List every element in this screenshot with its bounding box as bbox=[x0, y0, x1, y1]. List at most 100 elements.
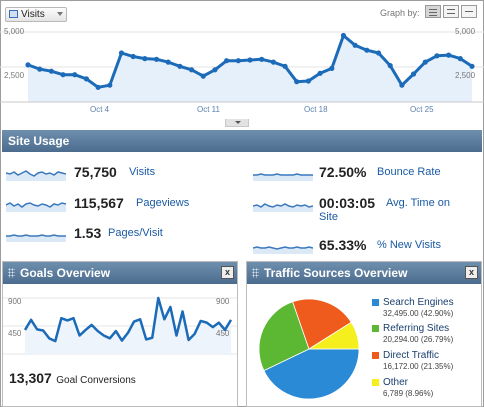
y-tick-right-mid: 2,500 bbox=[455, 71, 476, 80]
visits-point[interactable] bbox=[107, 82, 113, 88]
metric-dropdown[interactable]: Visits bbox=[5, 7, 67, 22]
visits-point[interactable] bbox=[142, 56, 148, 62]
pages-per-visit-link[interactable]: Pages/Visit bbox=[108, 227, 163, 239]
visits-point[interactable] bbox=[446, 52, 452, 58]
visits-point[interactable] bbox=[118, 50, 125, 56]
visits-point[interactable] bbox=[37, 66, 43, 72]
x-tick-label: Oct 18 bbox=[304, 105, 328, 114]
pie-slice-search-engines[interactable] bbox=[263, 348, 360, 400]
visits-point[interactable] bbox=[422, 59, 428, 65]
legend-detail: 20,294.00 (26.79%) bbox=[383, 335, 454, 344]
visits-point[interactable] bbox=[72, 72, 78, 78]
traffic-sources-panel: Traffic Sources Overview x bbox=[246, 261, 482, 407]
new-visits-stat: 65.33% % New Visits bbox=[253, 237, 482, 257]
visits-point[interactable] bbox=[153, 56, 160, 62]
visits-point[interactable] bbox=[387, 63, 393, 69]
visits-point[interactable] bbox=[212, 67, 218, 73]
close-icon[interactable]: x bbox=[221, 266, 234, 279]
visits-point[interactable] bbox=[305, 78, 312, 84]
goals-y-tick-left-top: 900 bbox=[8, 297, 22, 306]
bounce-rate-link[interactable]: Bounce Rate bbox=[377, 166, 441, 178]
graph-by-week-button[interactable] bbox=[443, 5, 459, 18]
goal-conversions-value: 13,307 bbox=[9, 370, 52, 386]
pie-slice-referring-sites[interactable] bbox=[258, 301, 310, 372]
sparkline-line bbox=[6, 202, 66, 208]
visits-point[interactable] bbox=[200, 73, 206, 79]
avg-time-stat: 00:03:05 Avg. Time on Site bbox=[253, 195, 482, 225]
visits-point[interactable] bbox=[177, 63, 183, 69]
traffic-sources-title: Traffic Sources Overview bbox=[264, 266, 408, 280]
goals-y-tick-right-mid: 450 bbox=[216, 329, 230, 338]
new-visits-sparkline bbox=[253, 246, 313, 254]
visits-point[interactable] bbox=[294, 79, 300, 85]
goals-area bbox=[25, 298, 231, 354]
visits-point[interactable] bbox=[457, 56, 463, 62]
visits-point[interactable] bbox=[399, 82, 405, 88]
new-visits-value: 65.33% bbox=[319, 237, 367, 253]
visits-sparkline bbox=[6, 170, 66, 181]
goals-y-tick-right-top: 900 bbox=[216, 297, 230, 306]
pie-slice-other[interactable] bbox=[307, 321, 360, 350]
visits-point[interactable] bbox=[282, 63, 288, 69]
pie-slice-direct-traffic[interactable] bbox=[292, 298, 352, 350]
sparkline-area bbox=[253, 247, 313, 254]
visits-point[interactable] bbox=[329, 65, 335, 71]
visits-point[interactable] bbox=[83, 76, 90, 82]
avg-time-link[interactable]: Avg. Time on bbox=[386, 197, 450, 209]
sparkline-line bbox=[6, 234, 66, 237]
visits-point[interactable] bbox=[469, 63, 475, 69]
y-tick-left-mid: 2,500 bbox=[4, 71, 25, 80]
graph-by-month-button[interactable] bbox=[461, 5, 477, 18]
collapse-chart-toggle[interactable] bbox=[225, 119, 249, 127]
visits-point[interactable] bbox=[48, 68, 54, 74]
legend-swatch bbox=[372, 352, 379, 359]
goal-conversions: 13,307 Goal Conversions bbox=[9, 370, 136, 388]
visits-point[interactable] bbox=[375, 50, 382, 56]
visits-point[interactable] bbox=[270, 59, 276, 65]
visits-point[interactable] bbox=[235, 58, 241, 64]
visits-point[interactable] bbox=[434, 53, 440, 59]
visits-point[interactable] bbox=[340, 32, 347, 39]
bounce-rate-stat: 72.50% Bounce Rate bbox=[253, 164, 482, 184]
pageviews-link[interactable]: Pageviews bbox=[136, 197, 190, 209]
visits-point[interactable] bbox=[60, 72, 66, 78]
visits-point[interactable] bbox=[364, 47, 370, 53]
legend-name: Direct Traffic bbox=[383, 350, 439, 361]
goals-overview-panel: Goals Overview x 900 450 900 450 13,307 … bbox=[2, 261, 238, 407]
checkbox-icon bbox=[9, 10, 18, 18]
traffic-sources-header: Traffic Sources Overview x bbox=[247, 262, 481, 284]
chevron-down-icon bbox=[57, 12, 63, 16]
visits-point[interactable] bbox=[317, 70, 323, 76]
drag-handle-icon[interactable] bbox=[8, 268, 15, 278]
visits-point[interactable] bbox=[165, 59, 171, 65]
visits-point[interactable] bbox=[188, 67, 195, 73]
pages-per-visit-value: 1.53 bbox=[74, 225, 102, 241]
legend-swatch bbox=[372, 299, 379, 306]
pages-per-visit-stat: 1.53 Pages/Visit bbox=[6, 225, 246, 245]
graph-by-day-button[interactable] bbox=[425, 5, 441, 18]
metric-dropdown-label: Visits bbox=[21, 9, 45, 20]
goals-line bbox=[23, 296, 233, 343]
avg-time-link-line2[interactable]: Site bbox=[319, 211, 338, 223]
goals-y-tick-left-mid: 450 bbox=[8, 329, 22, 338]
drag-handle-icon[interactable] bbox=[252, 268, 259, 278]
x-tick-label: Oct 4 bbox=[90, 105, 110, 114]
visits-point[interactable] bbox=[95, 84, 101, 90]
visits-point[interactable] bbox=[130, 53, 136, 60]
goals-chart bbox=[3, 296, 237, 355]
visits-point[interactable] bbox=[247, 57, 253, 63]
legend-detail: 16,172.00 (21.35%) bbox=[383, 362, 454, 371]
visits-link[interactable]: Visits bbox=[129, 166, 156, 178]
x-tick-label: Oct 11 bbox=[197, 105, 220, 114]
new-visits-link[interactable]: % New Visits bbox=[377, 239, 441, 251]
site-usage-header: Site Usage bbox=[2, 130, 482, 152]
visits-point[interactable] bbox=[25, 62, 31, 68]
triangle-down-icon bbox=[235, 121, 241, 124]
visits-point[interactable] bbox=[352, 42, 358, 48]
visits-point[interactable] bbox=[224, 58, 230, 64]
legend-detail: 6,789 (8.96%) bbox=[383, 389, 434, 398]
sparkline-line bbox=[253, 246, 313, 250]
visits-point[interactable] bbox=[410, 71, 417, 77]
visits-point[interactable] bbox=[259, 56, 265, 62]
close-icon[interactable]: x bbox=[465, 266, 478, 279]
